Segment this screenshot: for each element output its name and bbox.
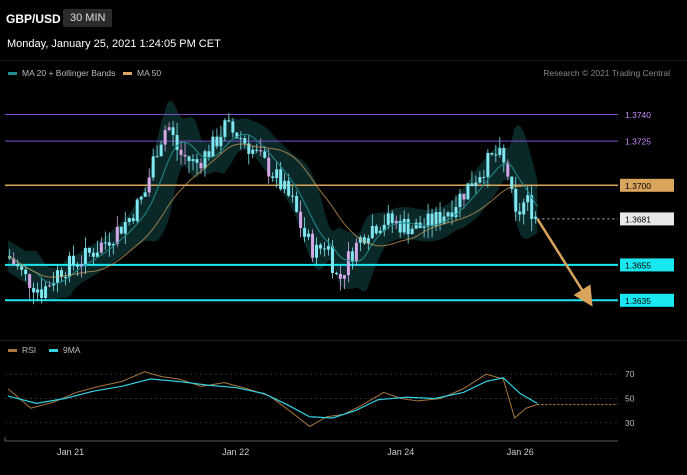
timestamp: Monday, January 25, 2021 1:24:05 PM CET xyxy=(7,38,221,50)
x-tick-Jan 21: Jan 21 xyxy=(57,447,84,457)
chart-header: GBP/USD 30 MIN xyxy=(0,0,687,34)
legend-swatch-ma50 xyxy=(123,71,132,75)
legend-label-9ma: 9MA xyxy=(63,345,81,355)
x-tick-Jan 26: Jan 26 xyxy=(507,447,534,457)
legend-label-bb: MA 20 + Bollinger Bands xyxy=(22,68,116,78)
legend-label-rsi: RSI xyxy=(22,345,37,355)
legend-9ma: 9MA xyxy=(49,345,80,355)
x-tick-Jan 22: Jan 22 xyxy=(222,447,249,457)
price-panel xyxy=(0,60,687,339)
rsi-panel xyxy=(0,340,687,441)
legend-swatch-bb xyxy=(8,71,17,75)
legend-label-ma50: MA 50 xyxy=(137,68,162,78)
legend-swatch-rsi xyxy=(8,348,17,352)
legend-swatch-9ma xyxy=(49,348,58,352)
legend-rsi: RSI xyxy=(8,345,36,355)
x-tick-Jan 24: Jan 24 xyxy=(387,447,414,457)
credit-text: Research © 2021 Trading Central xyxy=(543,68,670,78)
legend-main-ma50: MA 50 xyxy=(123,68,161,78)
timeframe-button[interactable]: 30 MIN xyxy=(63,9,113,27)
symbol-label: GBP/USD xyxy=(6,12,61,26)
legend-main-bb: MA 20 + Bollinger Bands xyxy=(8,68,115,78)
